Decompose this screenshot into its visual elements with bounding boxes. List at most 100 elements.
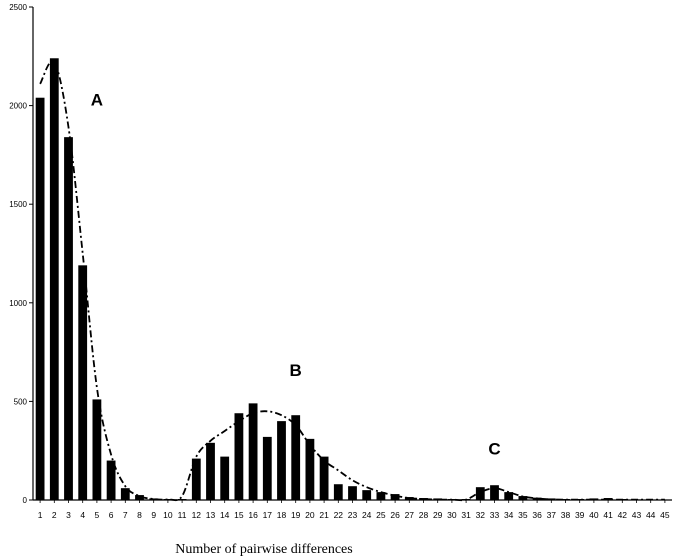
- x-tick-label: 10: [163, 510, 173, 520]
- y-tick-label: 2000: [9, 102, 27, 111]
- x-tick-label: 3: [66, 510, 71, 520]
- bar: [490, 485, 499, 500]
- bar: [518, 496, 528, 500]
- bar: [589, 498, 599, 500]
- bar: [163, 499, 173, 500]
- x-tick-label: 34: [504, 510, 514, 520]
- bar: [234, 413, 244, 500]
- x-tick-label: 17: [263, 510, 273, 520]
- peak-label: A: [91, 91, 103, 110]
- bar: [49, 58, 59, 500]
- x-tick-label: 22: [334, 510, 344, 520]
- x-tick-label: 13: [206, 510, 216, 520]
- x-tick-label: 5: [95, 510, 100, 520]
- x-tick-label: 7: [123, 510, 128, 520]
- bar: [390, 494, 400, 500]
- x-tick-label: 20: [305, 510, 315, 520]
- bar: [333, 484, 343, 500]
- y-tick-label: 0: [23, 496, 28, 505]
- x-tick-label: 35: [518, 510, 528, 520]
- x-tick-label: 27: [405, 510, 415, 520]
- bar: [220, 456, 230, 500]
- bar: [348, 486, 357, 500]
- bar: [277, 421, 286, 500]
- bar: [504, 492, 514, 500]
- bar: [362, 490, 372, 500]
- peak-label: B: [290, 361, 302, 380]
- bar: [575, 499, 585, 500]
- y-axis: 0 500 1000 1500 2000 2500: [9, 3, 34, 505]
- x-tick-label: 43: [632, 510, 642, 520]
- bar: [35, 97, 45, 500]
- bar: [106, 460, 116, 500]
- x-tick-label: 31: [461, 510, 471, 520]
- x-tick-label: 18: [277, 510, 287, 520]
- y-tick-label: 500: [14, 397, 28, 406]
- x-tick-label: 42: [618, 510, 628, 520]
- bar: [475, 487, 485, 500]
- x-tick-label: 25: [376, 510, 386, 520]
- fitted-curve-line: [39, 60, 665, 502]
- x-tick-label: 26: [390, 510, 400, 520]
- peak-label: C: [488, 440, 500, 459]
- bar: [248, 403, 258, 500]
- bar: [376, 492, 386, 500]
- bar: [546, 498, 556, 500]
- bar-series: [35, 58, 670, 501]
- x-tick-label: 24: [362, 510, 372, 520]
- x-tick-label: 21: [319, 510, 329, 520]
- x-tick-label: 40: [589, 510, 599, 520]
- x-tick-label: 6: [109, 510, 114, 520]
- x-tick-label: 1: [38, 510, 43, 520]
- bar: [135, 495, 144, 500]
- x-tick-label: 23: [348, 510, 358, 520]
- x-tick-label: 44: [646, 510, 656, 520]
- bar: [120, 488, 130, 500]
- bar: [262, 436, 272, 500]
- x-tick-label: 45: [660, 510, 670, 520]
- x-tick-label: 19: [291, 510, 301, 520]
- x-tick-label: 8: [137, 510, 142, 520]
- bar: [404, 497, 414, 500]
- x-tick-label: 30: [447, 510, 457, 520]
- bar: [92, 399, 102, 500]
- bar: [419, 498, 428, 500]
- x-tick-label: 16: [248, 510, 258, 520]
- fitted-curve-series: [39, 60, 665, 502]
- x-tick-label: 28: [419, 510, 429, 520]
- bar: [78, 265, 88, 500]
- bar: [561, 499, 570, 500]
- x-tick-label: 39: [575, 510, 585, 520]
- y-tick-label: 2500: [9, 3, 27, 12]
- y-tick-label: 1500: [9, 200, 27, 209]
- bar: [291, 415, 301, 500]
- x-tick-label: 37: [547, 510, 557, 520]
- bar: [433, 498, 443, 500]
- bar: [64, 137, 73, 501]
- x-tick-label: 38: [561, 510, 571, 520]
- bar: [191, 458, 201, 500]
- bar: [149, 498, 159, 500]
- x-tick-label: 9: [151, 510, 156, 520]
- x-tick-label: 41: [603, 510, 613, 520]
- x-axis: 1 2 3 4 5 6 7 8 9 10 11 12 13 14 15 16 17 18 19 20 21 22 23 24 2…: [33, 499, 672, 520]
- y-tick-label: 1000: [9, 299, 27, 308]
- x-tick-label: 33: [490, 510, 500, 520]
- x-tick-label: 2: [52, 510, 57, 520]
- bar: [319, 456, 329, 500]
- x-tick-label: 11: [178, 510, 187, 520]
- x-tick-label: 29: [433, 510, 443, 520]
- x-tick-label: 4: [80, 510, 85, 520]
- peak-annotations: A B C: [91, 91, 501, 459]
- x-tick-label: 15: [234, 510, 244, 520]
- x-axis-title: Number of pairwise differences: [175, 542, 352, 557]
- bar: [305, 438, 315, 500]
- bar: [177, 499, 187, 500]
- bar: [206, 442, 215, 500]
- x-tick-label: 12: [192, 510, 202, 520]
- x-tick-label: 32: [476, 510, 486, 520]
- x-tick-label: 36: [532, 510, 542, 520]
- x-tick-label: 14: [220, 510, 230, 520]
